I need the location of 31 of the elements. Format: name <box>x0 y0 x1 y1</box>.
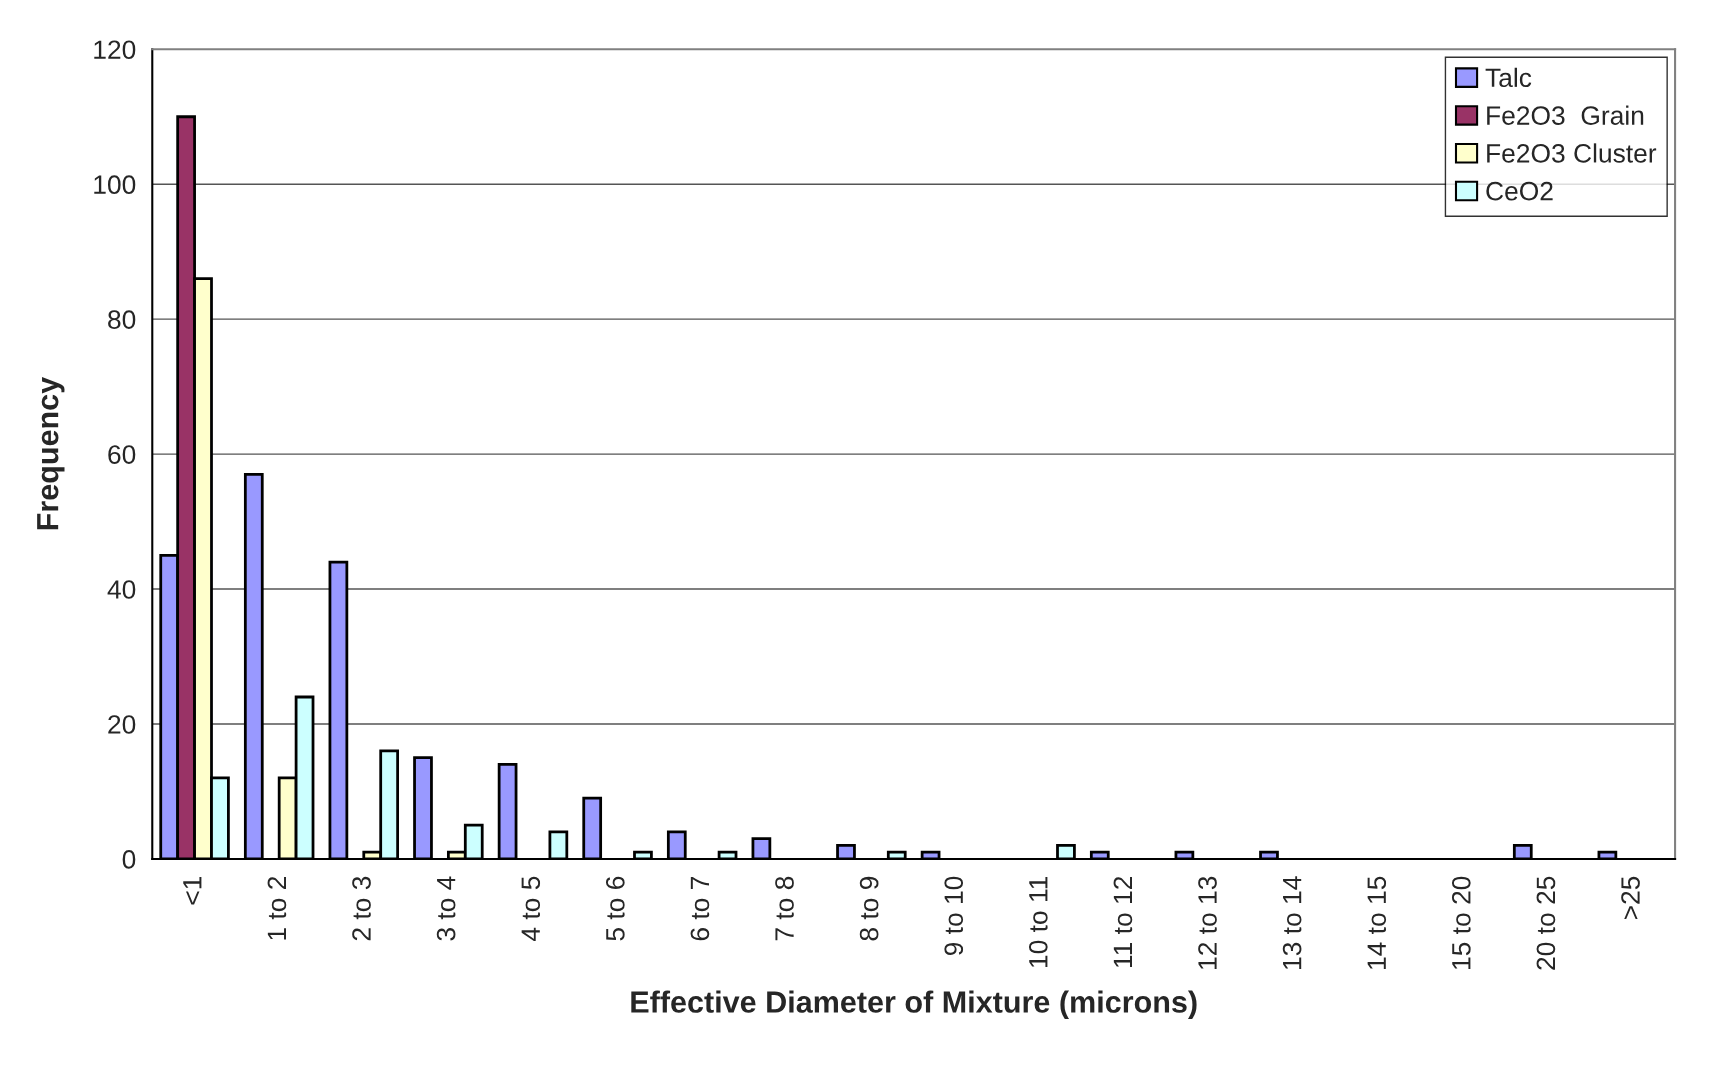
x-tick-label: 15 to 20 <box>1451 876 1471 969</box>
x-tick-label: >25 <box>1621 876 1640 920</box>
legend-label: Fe2O3 Grain <box>1487 105 1644 125</box>
y-tick-label: 40 <box>107 580 136 599</box>
x-tick-label: 8 to 9 <box>859 876 879 941</box>
y-tick-label: 100 <box>94 175 136 195</box>
x-tick-label: 13 to 14 <box>1282 876 1302 969</box>
x-tick-label: 9 to 10 <box>944 876 964 956</box>
legend-label: CeO2 <box>1486 181 1553 201</box>
x-tick-label: 2 to 3 <box>352 876 371 941</box>
y-axis-title: Frequency <box>37 377 65 530</box>
legend-label: Fe2O3 Cluster <box>1487 143 1657 163</box>
x-tick-label: 3 to 4 <box>436 876 456 941</box>
x-tick-label: 6 to 7 <box>690 876 710 941</box>
y-tick-label: 0 <box>122 850 136 869</box>
y-tick-label: 20 <box>108 715 136 734</box>
x-tick-label: 20 to 25 <box>1536 876 1556 970</box>
x-tick-label: 1 to 2 <box>267 876 287 940</box>
x-tick-label: 7 to 8 <box>775 876 794 941</box>
y-tick-label: 80 <box>108 310 136 329</box>
x-tick-label: 12 to 13 <box>1198 876 1217 969</box>
x-tick-label: 10 to 11 <box>1028 876 1048 968</box>
x-tick-label: 11 to 12 <box>1113 876 1133 968</box>
x-axis-title: Effective Diameter of Mixture (microns) <box>631 990 1197 1019</box>
x-tick-label: 14 to 15 <box>1367 876 1387 969</box>
y-tick-label: 120 <box>94 40 136 60</box>
x-tick-label: 4 to 5 <box>521 876 541 942</box>
legend-label: Talc <box>1485 67 1532 88</box>
x-tick-label: 5 to 6 <box>605 876 625 941</box>
x-tick-label: <1 <box>183 876 202 905</box>
y-tick-label: 60 <box>108 445 136 464</box>
